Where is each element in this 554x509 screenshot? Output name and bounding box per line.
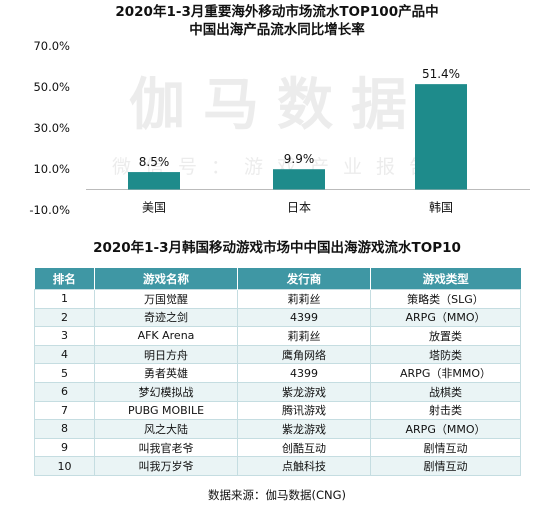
table-cell: 射击类	[370, 400, 521, 421]
table-cell: 9	[34, 437, 95, 458]
table-cell: 8	[34, 419, 95, 439]
table-cell: 10	[34, 456, 95, 476]
source-note: 数据来源：伽马数据(CNG)	[207, 488, 347, 502]
table-cell: 剧情互动	[370, 437, 521, 458]
y-tick-label: 10.0%	[33, 162, 70, 176]
table-row: 10 叫我万岁爷 点触科技 剧情互动	[34, 456, 521, 476]
table-cell: AFK Arena	[94, 326, 238, 346]
table-cell: 风之大陆	[94, 419, 238, 439]
table-cell: 莉莉丝	[237, 326, 371, 346]
table-cell: 叫我官老爷	[94, 437, 238, 458]
table-cell: 3	[34, 326, 95, 346]
table-row: 2 奇迹之剑 4399 ARPG（MMO）	[34, 307, 521, 328]
table-cell: 奇迹之剑	[94, 307, 238, 328]
table-cell: 点触科技	[237, 456, 371, 476]
table-header-row: 排名 游戏名称 发行商 游戏类型	[34, 268, 521, 290]
table-cell: 战棋类	[370, 381, 521, 402]
table-row: 6 梦幻模拟战 紫龙游戏 战棋类	[34, 381, 521, 402]
bar-3	[415, 84, 467, 190]
table-row: 9 叫我官老爷 创酷互动 剧情互动	[34, 437, 521, 458]
table-cell: ARPG（非MMO）	[370, 363, 521, 383]
table-cell: 塔防类	[370, 344, 521, 365]
table-cell: 1	[34, 289, 95, 309]
table-cell: 鹰角网络	[237, 344, 371, 365]
table-cell: 4399	[237, 307, 371, 328]
table-row: 5 勇者英雄 4399 ARPG（非MMO）	[34, 363, 521, 383]
y-tick-label: 70.0%	[33, 39, 70, 53]
bar-chart: 70.0% 50.0% 30.0% 10.0% -10.0% 8.5% 9.9% 51.4%…	[29, 39, 530, 217]
table-cell: 4399	[237, 363, 371, 383]
bar-value-label: 51.4%	[422, 67, 460, 81]
table-cell: 梦幻模拟战	[94, 381, 238, 402]
table-cell: 紫龙游戏	[237, 381, 371, 402]
column-header: 排名	[34, 268, 95, 290]
table-cell: 创酷互动	[237, 437, 371, 458]
column-header: 发行商	[237, 268, 371, 290]
table-row: 8 风之大陆 紫龙游戏 ARPG（MMO）	[34, 419, 521, 439]
bar-value-label: 8.5%	[139, 155, 170, 169]
ranking-table: 排名 游戏名称 发行商 游戏类型 1 万国觉醒 莉莉丝 策略类（SLG） 2 奇迹之剑 4399 A…	[34, 268, 521, 476]
table-cell: 5	[34, 363, 95, 383]
bar-1	[128, 172, 180, 190]
table-row: 3 AFK Arena 莉莉丝 放置类	[34, 326, 521, 346]
column-header: 游戏名称	[94, 268, 238, 290]
table-row: 7 PUBG MOBILE 腾讯游戏 射击类	[34, 400, 521, 421]
table-cell: 剧情互动	[370, 456, 521, 476]
category-label: 日本	[287, 201, 311, 215]
table-cell: 6	[34, 381, 95, 402]
table-cell: 莉莉丝	[237, 289, 371, 309]
bar-value-label: 9.9%	[284, 152, 315, 166]
table-cell: 万国觉醒	[94, 289, 238, 309]
table-cell: 放置类	[370, 326, 521, 346]
category-label: 韩国	[429, 200, 453, 215]
table-cell: PUBG MOBILE	[94, 400, 238, 421]
column-header: 游戏类型	[370, 268, 521, 290]
table-cell: 紫龙游戏	[237, 419, 371, 439]
y-tick-label: 50.0%	[33, 80, 70, 94]
table-row: 1 万国觉醒 莉莉丝 策略类（SLG）	[34, 289, 521, 309]
y-tick-label: 30.0%	[33, 121, 70, 135]
table-cell: 7	[34, 400, 95, 421]
category-label: 美国	[142, 201, 166, 215]
table-cell: 4	[34, 344, 95, 365]
table-title: 2020年1-3月韩国移动游戏市场中中国出海游戏流水TOP10	[93, 240, 461, 256]
table-cell: 策略类（SLG）	[370, 289, 521, 309]
table-cell: 明日方舟	[94, 344, 238, 365]
table-cell: 腾讯游戏	[237, 400, 371, 421]
table-cell: ARPG（MMO）	[370, 419, 521, 439]
y-tick-label: -10.0%	[29, 203, 70, 217]
table-cell: 2	[34, 307, 95, 328]
bar-2	[273, 169, 325, 190]
table-cell: ARPG（MMO）	[370, 307, 521, 328]
table-cell: 勇者英雄	[94, 363, 238, 383]
table-cell: 叫我万岁爷	[94, 456, 238, 476]
table-row: 4 明日方舟 鹰角网络 塔防类	[34, 344, 521, 365]
chart-subtitle: 中国出海产品流水同比增长率	[189, 22, 365, 38]
chart-title: 2020年1-3月重要海外移动市场流水TOP100产品中	[115, 4, 439, 20]
